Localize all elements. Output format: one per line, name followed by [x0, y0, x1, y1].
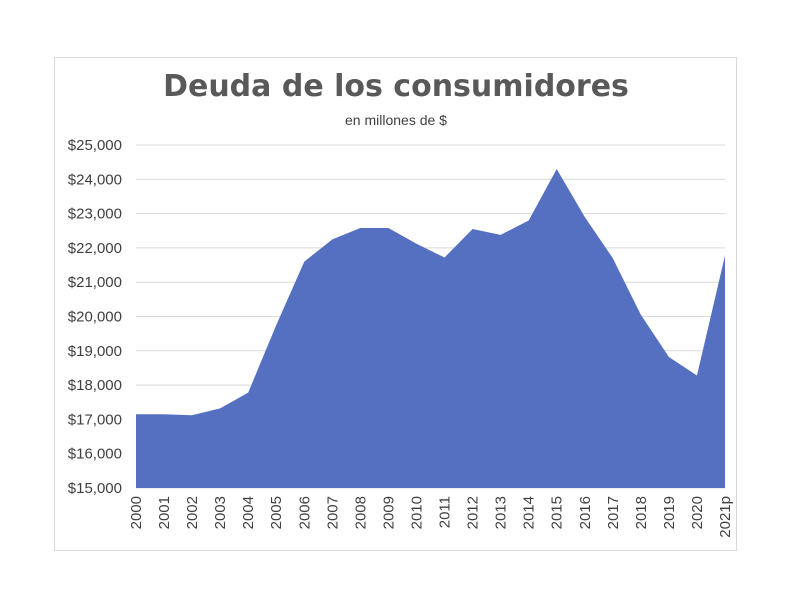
x-tick-label: 2010 — [408, 496, 425, 529]
y-tick-label: $22,000 — [68, 240, 122, 257]
y-tick-label: $16,000 — [68, 446, 122, 463]
x-tick-label: 2004 — [240, 496, 257, 529]
y-tick-label: $24,000 — [68, 171, 122, 188]
y-tick-label: $20,000 — [68, 309, 122, 326]
x-tick-label: 2008 — [352, 496, 369, 529]
y-tick-label: $19,000 — [68, 343, 122, 360]
x-tick-label: 2017 — [605, 496, 622, 529]
x-tick-label: 2019 — [661, 496, 678, 529]
x-tick-label: 2013 — [493, 496, 510, 529]
x-tick-label: 2016 — [577, 496, 594, 529]
x-tick-label: 2018 — [633, 496, 650, 529]
x-tick-label: 2001 — [156, 496, 173, 529]
x-tick-label: 2020 — [689, 496, 706, 529]
y-tick-label: $23,000 — [68, 206, 122, 223]
area-series — [136, 169, 725, 488]
chart-subtitle: en millones de $ — [345, 112, 447, 128]
x-tick-label: 2015 — [549, 496, 566, 529]
x-tick-label: 2014 — [521, 496, 538, 529]
area-fill — [136, 169, 725, 488]
x-tick-label: 2021p — [717, 496, 734, 538]
y-axis-ticks: $15,000 $16,000 $17,000 $18,000 $19,000 $20,0… — [68, 137, 122, 497]
x-tick-label: 2003 — [212, 496, 229, 529]
x-tick-label: 2002 — [184, 496, 201, 529]
chart-title: Deuda de los consumidores — [163, 69, 629, 104]
x-axis-ticks: 2000 2001 2002 2003 2004 2005 2006 2007 2008 2009… — [128, 496, 734, 538]
x-tick-label: 2009 — [380, 496, 397, 529]
y-tick-label: $17,000 — [68, 411, 122, 428]
y-tick-label: $15,000 — [68, 480, 122, 497]
y-tick-label: $21,000 — [68, 274, 122, 291]
y-tick-label: $18,000 — [68, 377, 122, 394]
x-tick-label: 2006 — [296, 496, 313, 529]
x-tick-label: 2011 — [437, 496, 454, 528]
x-tick-label: 2000 — [128, 496, 145, 529]
x-tick-label: 2007 — [324, 496, 341, 529]
x-tick-label: 2005 — [268, 496, 285, 529]
x-tick-label: 2012 — [465, 496, 482, 529]
y-tick-label: $25,000 — [68, 137, 122, 154]
